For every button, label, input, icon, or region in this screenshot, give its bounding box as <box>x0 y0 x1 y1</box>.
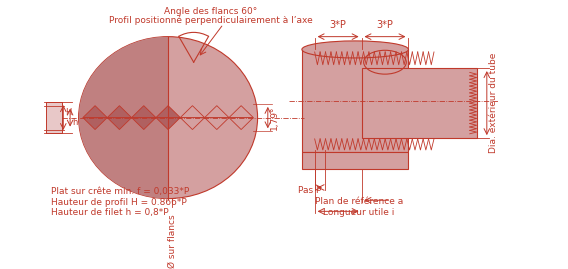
Bar <box>302 152 408 169</box>
Bar <box>362 68 477 138</box>
Polygon shape <box>83 118 107 130</box>
Text: Hauteur de profil H = 0.866*P: Hauteur de profil H = 0.866*P <box>51 198 186 207</box>
Text: H: H <box>65 108 72 118</box>
Polygon shape <box>204 118 229 130</box>
Text: Angle des flancs 60°: Angle des flancs 60° <box>164 7 257 16</box>
Text: Dia. extérieur du tube: Dia. extérieur du tube <box>488 53 498 153</box>
Polygon shape <box>83 106 107 118</box>
Polygon shape <box>204 106 229 118</box>
Bar <box>78 37 168 199</box>
Text: 3*P: 3*P <box>329 20 346 30</box>
Polygon shape <box>180 118 204 130</box>
Text: Plat sur crête min. f = 0,033*P: Plat sur crête min. f = 0,033*P <box>51 187 189 196</box>
Text: 1,79°: 1,79° <box>270 105 279 130</box>
Polygon shape <box>132 118 156 130</box>
Text: Longueur utile i: Longueur utile i <box>323 208 395 217</box>
Text: Hauteur de filet h = 0,8*P: Hauteur de filet h = 0,8*P <box>51 208 168 217</box>
Text: Ø sur flancs: Ø sur flancs <box>168 214 177 268</box>
Text: Pas P: Pas P <box>298 186 321 195</box>
Polygon shape <box>132 106 156 118</box>
Polygon shape <box>156 106 180 118</box>
Bar <box>46 102 61 133</box>
Text: h: h <box>72 118 77 127</box>
Polygon shape <box>107 118 132 130</box>
Ellipse shape <box>78 37 257 199</box>
Text: Profil positionné perpendiculairement à l’axe: Profil positionné perpendiculairement à … <box>109 15 312 25</box>
Bar <box>302 49 408 152</box>
Text: Plan de référence a: Plan de référence a <box>315 197 403 206</box>
Ellipse shape <box>302 41 408 58</box>
Polygon shape <box>180 106 204 118</box>
Polygon shape <box>229 118 253 130</box>
Polygon shape <box>156 118 180 130</box>
Polygon shape <box>229 106 253 118</box>
Text: 3*P: 3*P <box>377 20 394 30</box>
Polygon shape <box>107 106 132 118</box>
